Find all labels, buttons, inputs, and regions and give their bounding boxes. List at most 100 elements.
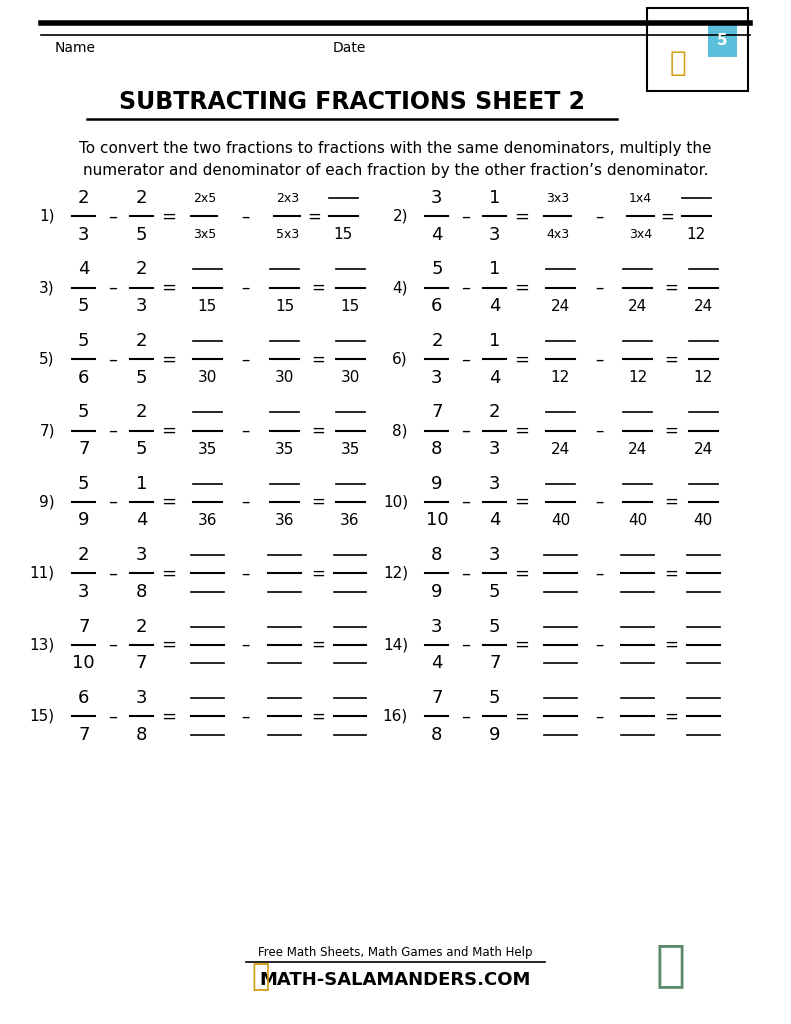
Text: 3: 3 xyxy=(489,546,501,564)
Text: 4: 4 xyxy=(489,511,501,529)
Text: 1: 1 xyxy=(489,260,501,279)
Text: 7: 7 xyxy=(78,440,89,458)
Text: 1: 1 xyxy=(136,475,147,493)
Text: –: – xyxy=(595,636,604,654)
Text: –: – xyxy=(461,564,471,583)
Text: 2: 2 xyxy=(78,189,89,207)
Text: =: = xyxy=(161,208,176,225)
Text: 3: 3 xyxy=(431,617,443,636)
Text: 3x5: 3x5 xyxy=(193,228,216,242)
Text: 2: 2 xyxy=(136,403,147,421)
Text: =: = xyxy=(514,208,529,225)
Text: 8: 8 xyxy=(431,440,443,458)
Text: To convert the two fractions to fractions with the same denominators, multiply t: To convert the two fractions to fraction… xyxy=(79,141,712,157)
Text: –: – xyxy=(461,494,471,511)
Text: 6: 6 xyxy=(78,369,89,387)
Text: 2: 2 xyxy=(136,332,147,350)
Text: 24: 24 xyxy=(628,299,647,313)
Text: –: – xyxy=(595,564,604,583)
Text: =: = xyxy=(664,422,679,439)
Text: 40: 40 xyxy=(694,513,713,528)
Text: =: = xyxy=(664,350,679,369)
Text: 3: 3 xyxy=(489,475,501,493)
Text: 15: 15 xyxy=(274,299,294,313)
Text: 3: 3 xyxy=(489,225,501,244)
Text: =: = xyxy=(308,208,321,225)
Text: 5: 5 xyxy=(136,369,147,387)
Text: –: – xyxy=(108,564,117,583)
Text: –: – xyxy=(595,708,604,725)
Text: 24: 24 xyxy=(694,299,713,313)
Text: 8): 8) xyxy=(392,423,408,438)
Text: =: = xyxy=(312,564,325,583)
Text: 9: 9 xyxy=(489,726,501,743)
Text: =: = xyxy=(664,708,679,725)
Text: =: = xyxy=(514,350,529,369)
Text: 9: 9 xyxy=(431,475,443,493)
Text: 6: 6 xyxy=(431,297,443,315)
Text: =: = xyxy=(312,494,325,511)
Text: 2: 2 xyxy=(489,403,501,421)
Text: =: = xyxy=(664,564,679,583)
Text: –: – xyxy=(595,350,604,369)
Text: –: – xyxy=(461,636,471,654)
Text: 5: 5 xyxy=(489,689,501,707)
Text: 7: 7 xyxy=(136,654,147,673)
Text: –: – xyxy=(108,636,117,654)
Text: 30: 30 xyxy=(340,370,360,385)
Text: 7: 7 xyxy=(78,617,89,636)
Text: 24: 24 xyxy=(551,441,570,457)
Text: 4: 4 xyxy=(489,297,501,315)
Text: =: = xyxy=(514,422,529,439)
Text: 5: 5 xyxy=(431,260,443,279)
FancyBboxPatch shape xyxy=(708,25,737,56)
Text: 40: 40 xyxy=(628,513,647,528)
Text: –: – xyxy=(461,279,471,297)
Text: –: – xyxy=(461,350,471,369)
Text: 5: 5 xyxy=(136,440,147,458)
Text: 3x3: 3x3 xyxy=(546,191,569,205)
Text: 5: 5 xyxy=(78,475,89,493)
Text: 1): 1) xyxy=(40,209,55,224)
Text: 1x4: 1x4 xyxy=(629,191,652,205)
Text: 8: 8 xyxy=(136,583,147,601)
Text: 4: 4 xyxy=(489,369,501,387)
Text: 36: 36 xyxy=(198,513,217,528)
Text: 1: 1 xyxy=(489,332,501,350)
Text: 36: 36 xyxy=(274,513,294,528)
Text: =: = xyxy=(312,422,325,439)
Text: –: – xyxy=(108,208,117,225)
Text: 2x3: 2x3 xyxy=(276,191,299,205)
Text: 9: 9 xyxy=(78,511,89,529)
Text: 10: 10 xyxy=(73,654,95,673)
Text: =: = xyxy=(514,279,529,297)
Text: 15: 15 xyxy=(340,299,360,313)
Text: =: = xyxy=(161,422,176,439)
Text: 2: 2 xyxy=(136,189,147,207)
Text: –: – xyxy=(242,422,250,439)
Text: 5: 5 xyxy=(78,403,89,421)
Text: 9: 9 xyxy=(431,583,443,601)
Text: 3: 3 xyxy=(431,369,443,387)
Text: 3: 3 xyxy=(136,546,147,564)
Text: =: = xyxy=(161,636,176,654)
Text: =: = xyxy=(664,494,679,511)
Text: –: – xyxy=(108,350,117,369)
Text: 1: 1 xyxy=(489,189,501,207)
Text: 2: 2 xyxy=(431,332,443,350)
Text: =: = xyxy=(312,636,325,654)
Text: 14): 14) xyxy=(383,637,408,652)
Text: =: = xyxy=(312,279,325,297)
Text: –: – xyxy=(108,494,117,511)
Text: –: – xyxy=(242,350,250,369)
Text: –: – xyxy=(242,564,250,583)
Text: 24: 24 xyxy=(628,441,647,457)
Text: 🐆: 🐆 xyxy=(252,962,270,990)
Text: –: – xyxy=(595,494,604,511)
Text: –: – xyxy=(461,708,471,725)
Text: 5: 5 xyxy=(489,583,501,601)
Text: –: – xyxy=(595,279,604,297)
Text: 10): 10) xyxy=(383,495,408,510)
Text: 5: 5 xyxy=(78,297,89,315)
Text: –: – xyxy=(595,422,604,439)
